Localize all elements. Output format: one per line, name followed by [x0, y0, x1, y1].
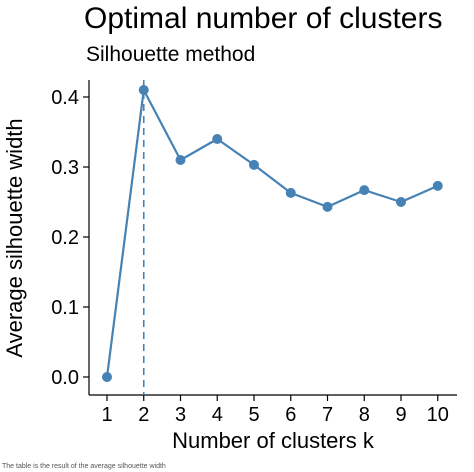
- x-tick-label: 10: [427, 404, 449, 426]
- x-tick-label: 5: [248, 404, 259, 426]
- x-tick-label: 6: [285, 404, 296, 426]
- x-tick-label: 2: [138, 404, 149, 426]
- x-tick-label: 1: [101, 404, 112, 426]
- y-tick-label: 0.0: [51, 367, 79, 389]
- y-axis-title: Average silhouette width: [2, 118, 27, 357]
- chart-title: Optimal number of clusters: [84, 2, 442, 35]
- data-point: [249, 159, 259, 170]
- chart-subtitle: Silhouette method: [86, 43, 255, 66]
- y-tick-label: 0.2: [51, 227, 79, 249]
- x-tick-label: 9: [395, 404, 406, 426]
- x-tick-label: 4: [212, 404, 223, 426]
- series-line: [105, 88, 439, 378]
- data-point: [212, 134, 223, 144]
- x-tick-label: 3: [175, 404, 186, 426]
- data-point: [396, 197, 406, 207]
- y-tick-label: 0.3: [51, 157, 79, 179]
- data-point: [285, 187, 296, 198]
- x-ticks: 1 2 3 4 5 6 7 8 9 10: [101, 395, 449, 426]
- x-tick-label: 8: [359, 404, 370, 426]
- data-point: [175, 155, 186, 165]
- data-point: [102, 372, 112, 382]
- data-point: [359, 185, 370, 196]
- x-tick-label: 7: [322, 404, 333, 426]
- y-tick-label: 0.4: [51, 87, 79, 109]
- y-tick-label: 0.1: [51, 297, 79, 319]
- series-layer: [102, 85, 443, 382]
- y-ticks: 0.0 0.1 0.2 0.3 0.4: [51, 87, 89, 389]
- figure-caption: The table is the result of the average s…: [2, 463, 166, 470]
- data-point: [432, 180, 443, 191]
- data-point: [322, 201, 333, 212]
- data-point: [138, 85, 149, 95]
- x-axis-title: Number of clusters k: [172, 428, 375, 453]
